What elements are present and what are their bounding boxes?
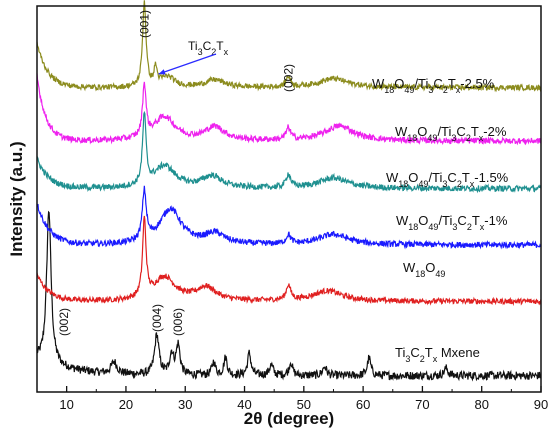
annotation-layer: (001) (002) (002) (004) (006) Ti3C2Tx [57,10,296,336]
series-label-0: Ti3C2Tx Mxene [395,345,480,364]
x-tick-label-1: 20 [119,397,133,412]
series-label-3: W18O49/Ti3C2Tx-1.5% [386,170,509,189]
x-tick-label-6: 70 [415,397,429,412]
x-tick-label-7: 80 [474,397,488,412]
series-line-2 [36,185,542,250]
plot-frame [36,5,542,393]
x-tick-label-8: 90 [534,397,548,412]
x-tick-label-0: 10 [59,397,73,412]
series-label-2: W18O49/Ti3C2Tx-1% [396,213,508,232]
series-line-3 [36,110,542,194]
series-label-5: W18O49/Ti3C2Tx-2.5% [372,76,495,95]
x-tick-label-5: 60 [356,397,370,412]
x-tick-label-3: 40 [237,397,251,412]
peak-label-1: (002) [281,64,295,92]
peak-label-5: Ti3C2Tx [188,39,229,57]
peak-label-0: (001) [137,10,151,38]
peak-label-2: (002) [57,308,71,336]
series-label-4: W18O49/Ti3C2Tx-2% [395,124,507,143]
peak-label-3: (004) [150,304,164,332]
y-axis-title: Intensity (a.u.) [7,141,26,256]
series-line-5 [36,0,542,93]
peak-label-4: (006) [171,308,185,336]
x-axis-title: 2θ (degree) [244,409,334,428]
peak-arrow-line [158,53,217,75]
series-label-layer: Ti3C2Tx Mxene W18O49 W18O49/Ti3C2Tx-1% W18O… [372,76,509,364]
series-label-1: W18O49 [403,260,445,279]
peak-arrow-head [158,69,166,75]
tick-layer: 10 20 30 40 50 60 70 80 90 [59,386,548,412]
series-layer [36,0,542,382]
series-line-1 [36,215,542,307]
series-line-4 [36,73,542,146]
x-tick-label-2: 30 [178,397,192,412]
series-line-0 [36,210,542,382]
x-tick-label-4: 50 [297,397,311,412]
